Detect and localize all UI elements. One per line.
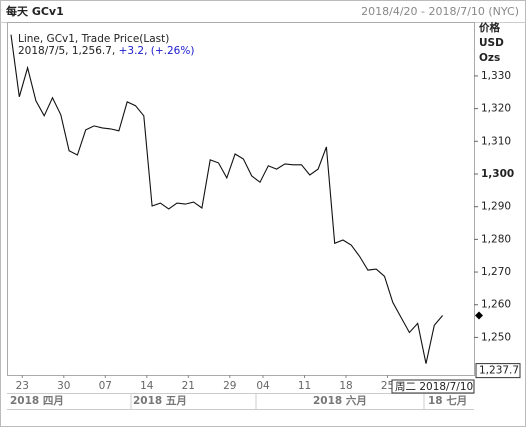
crosshair-value-box: [475, 363, 521, 379]
crosshair-date-box: [391, 379, 475, 394]
plot-area: [7, 22, 475, 376]
legend-series: Line, GCv1, Trade Price(Last): [18, 33, 169, 45]
y-tick-label: 1,310: [481, 135, 511, 147]
month-label: 18 七月: [428, 394, 467, 407]
y-tick-label: 1,330: [481, 70, 511, 82]
month-label: 2018 五月: [133, 395, 187, 407]
y-tick-label: 1,320: [481, 103, 511, 115]
month-label: 2018 四月: [10, 395, 64, 407]
y-tick-label: 1,270: [481, 266, 511, 278]
x-tick-label: 23: [16, 380, 29, 392]
x-tick-label: 04: [256, 380, 270, 392]
y-axis-label: Ozs: [479, 52, 500, 64]
legend-point-text: 2018/7/5, 1,256.7,: [18, 45, 115, 57]
date-range: 2018/4/20 - 2018/7/10 (NYC): [361, 5, 519, 18]
last-value-marker: [475, 311, 483, 320]
x-tick-label: 21: [182, 380, 195, 392]
x-tick-label: 25: [381, 380, 394, 392]
x-tick-label: 18: [339, 380, 352, 392]
x-tick-label: 11: [298, 380, 311, 392]
x-tick-label: 07: [99, 380, 112, 392]
y-tick-label: 1,300: [481, 168, 514, 180]
y-tick-label: 1,260: [481, 299, 511, 311]
chart-title: 每天 GCv1: [6, 4, 64, 18]
series-line: [10, 34, 444, 364]
y-axis-label: USD: [479, 37, 504, 49]
x-tick-label: 30: [57, 380, 70, 392]
x-tick-label: 14: [140, 380, 154, 392]
crosshair-value: 1,237.7: [479, 365, 519, 377]
legend-change: +3.2, (+.26%): [119, 45, 195, 57]
x-tick-label: 29: [223, 380, 236, 392]
y-tick-label: 1,250: [481, 331, 511, 343]
legend-point: 2018/7/5, 1,256.7, +3.2, (+.26%): [18, 45, 194, 57]
month-label: 2018 六月: [313, 394, 367, 407]
y-tick-label: 1,290: [481, 201, 511, 213]
y-axis-label: 价格: [479, 21, 500, 34]
crosshair-date: 周二 2018/7/10: [395, 381, 473, 393]
y-tick-label: 1,280: [481, 233, 511, 245]
